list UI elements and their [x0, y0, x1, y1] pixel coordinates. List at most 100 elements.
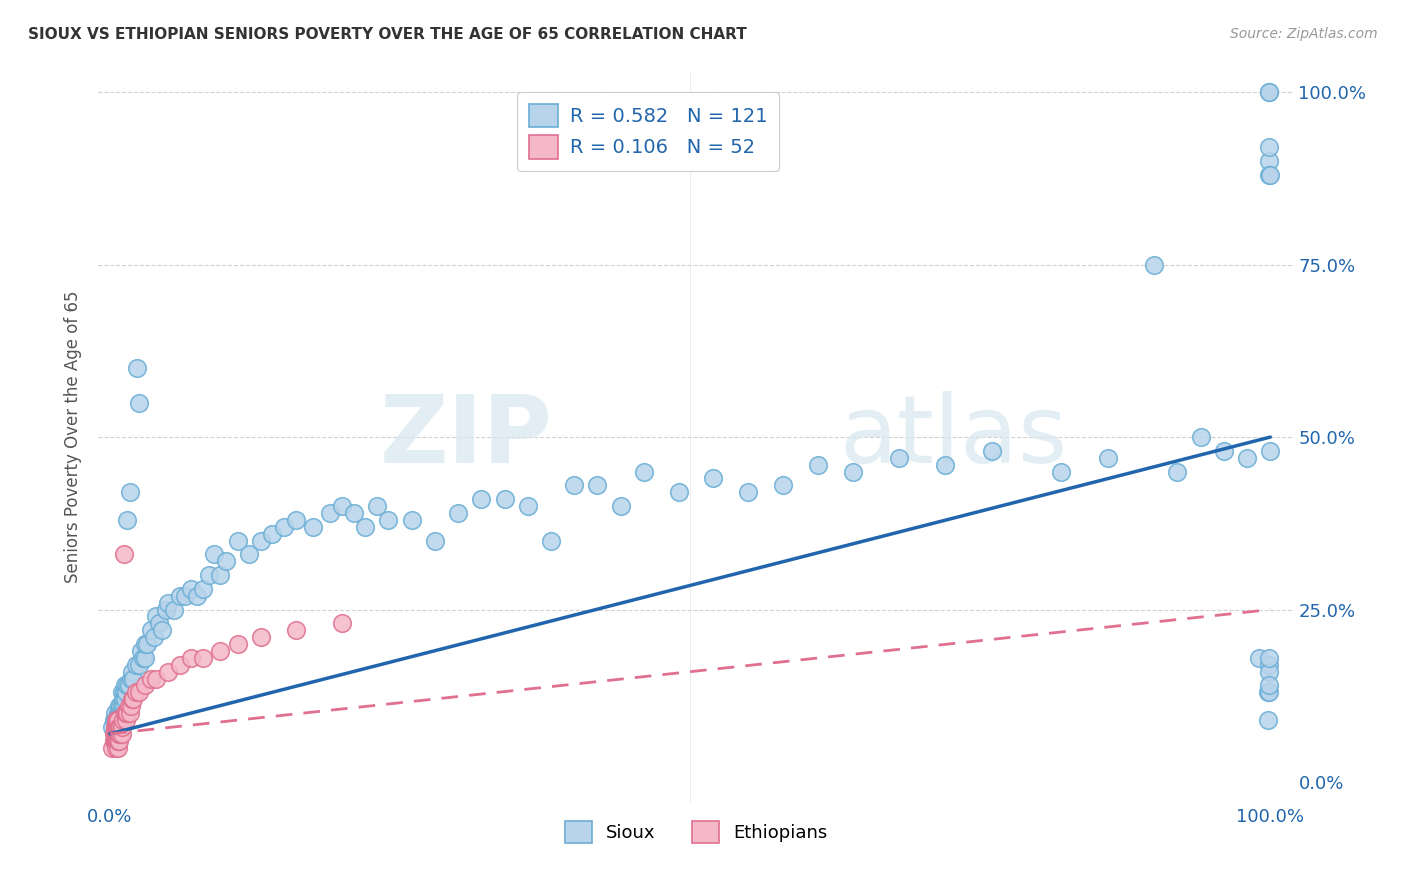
Point — [157, 665, 180, 679]
Point — [115, 713, 138, 727]
Point — [111, 706, 134, 720]
Point — [115, 685, 138, 699]
Point — [319, 506, 342, 520]
Point — [1258, 657, 1281, 672]
Point — [105, 733, 128, 747]
Point — [111, 699, 134, 714]
Point — [115, 706, 138, 720]
Point — [104, 720, 127, 734]
Point — [139, 672, 162, 686]
Point — [134, 678, 156, 692]
Point — [1257, 713, 1279, 727]
Point — [226, 533, 249, 548]
Point — [112, 699, 135, 714]
Point — [120, 672, 142, 686]
Text: Source: ZipAtlas.com: Source: ZipAtlas.com — [1230, 27, 1378, 41]
Point — [238, 548, 260, 562]
Point — [163, 602, 186, 616]
Point — [104, 733, 127, 747]
Point — [136, 637, 159, 651]
Point — [702, 471, 724, 485]
Point — [124, 657, 146, 672]
Point — [134, 637, 156, 651]
Point — [447, 506, 470, 520]
Point — [215, 554, 238, 568]
Point — [108, 720, 131, 734]
Point — [772, 478, 794, 492]
Point — [155, 602, 177, 616]
Point — [180, 651, 202, 665]
Point — [108, 733, 131, 747]
Point — [209, 568, 232, 582]
Point — [401, 513, 423, 527]
Point — [180, 582, 202, 596]
Point — [104, 713, 127, 727]
Point — [470, 492, 492, 507]
Point — [169, 589, 191, 603]
Point — [117, 513, 139, 527]
Point — [148, 616, 170, 631]
Point — [105, 727, 128, 741]
Point — [104, 727, 127, 741]
Point — [108, 706, 131, 720]
Point — [145, 609, 167, 624]
Point — [118, 706, 141, 720]
Point — [131, 651, 153, 665]
Text: ZIP: ZIP — [380, 391, 553, 483]
Point — [120, 699, 142, 714]
Point — [107, 727, 129, 741]
Point — [107, 706, 129, 720]
Point — [107, 713, 129, 727]
Point — [110, 706, 132, 720]
Point — [101, 740, 124, 755]
Point — [1257, 685, 1279, 699]
Point — [128, 395, 150, 409]
Point — [128, 685, 150, 699]
Point — [111, 706, 134, 720]
Point — [1189, 430, 1212, 444]
Point — [112, 685, 135, 699]
Point — [737, 485, 759, 500]
Point — [110, 727, 132, 741]
Text: atlas: atlas — [839, 391, 1067, 483]
Point — [118, 485, 141, 500]
Point — [110, 720, 132, 734]
Point — [114, 678, 136, 692]
Point — [1212, 443, 1234, 458]
Point — [104, 740, 127, 755]
Point — [117, 706, 139, 720]
Point — [111, 727, 134, 741]
Point — [114, 706, 136, 720]
Point — [1143, 258, 1166, 272]
Point — [139, 624, 162, 638]
Point — [105, 713, 128, 727]
Point — [103, 727, 125, 741]
Point — [128, 657, 150, 672]
Point — [354, 520, 377, 534]
Point — [1050, 465, 1073, 479]
Point — [516, 499, 538, 513]
Point — [117, 678, 139, 692]
Point — [143, 630, 166, 644]
Point — [1236, 450, 1258, 465]
Point — [284, 624, 307, 638]
Point — [108, 727, 131, 741]
Point — [668, 485, 690, 500]
Point — [807, 458, 830, 472]
Point — [121, 692, 143, 706]
Y-axis label: Seniors Poverty Over the Age of 65: Seniors Poverty Over the Age of 65 — [65, 291, 83, 583]
Point — [262, 526, 284, 541]
Point — [104, 727, 127, 741]
Point — [1097, 450, 1119, 465]
Point — [122, 672, 145, 686]
Point — [191, 582, 214, 596]
Point — [107, 740, 129, 755]
Point — [125, 361, 148, 376]
Point — [330, 499, 353, 513]
Point — [1258, 678, 1281, 692]
Point — [980, 443, 1002, 458]
Point — [104, 720, 127, 734]
Point — [145, 672, 167, 686]
Point — [586, 478, 609, 492]
Point — [174, 589, 197, 603]
